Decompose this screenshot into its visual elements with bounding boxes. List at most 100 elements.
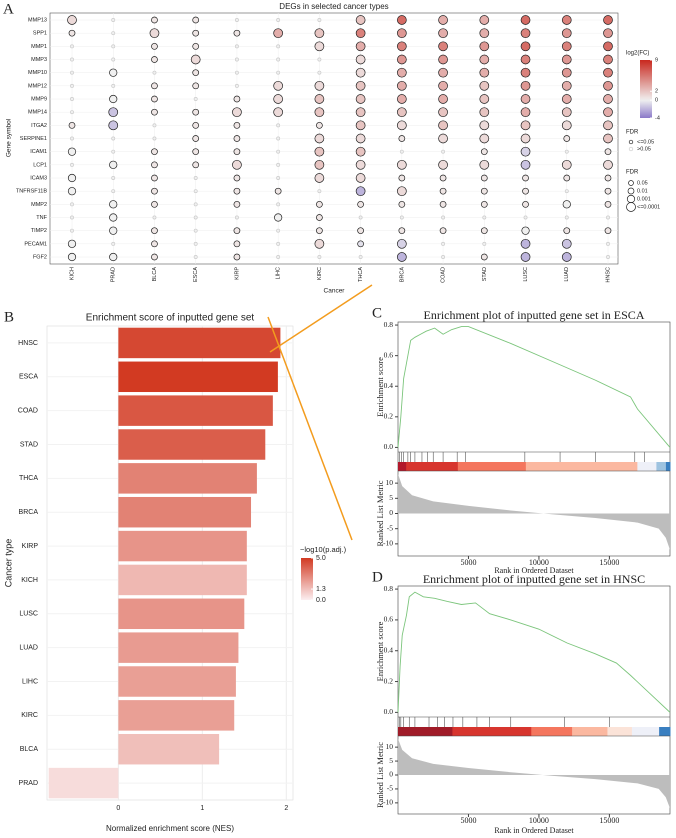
bubble: [151, 187, 158, 195]
y-tick-label: -5: [387, 784, 393, 793]
bubble: [606, 255, 610, 259]
bubble: [273, 28, 284, 39]
bubble: [561, 238, 572, 249]
bubble: [603, 159, 613, 170]
bubble: [233, 187, 241, 195]
bubble: [561, 80, 572, 91]
legend-title: log2(FC): [626, 51, 649, 57]
bar: [118, 564, 247, 596]
bubble: [479, 80, 490, 91]
bubble: [479, 120, 490, 131]
bubble: [192, 148, 200, 156]
y-tick-label: STAD: [20, 441, 38, 448]
bubble: [276, 70, 281, 75]
y-tick-label: 0.4: [384, 381, 394, 390]
color-strip: [452, 727, 532, 736]
y-tick-label: KIRP: [22, 543, 39, 550]
bubble: [523, 215, 528, 220]
bubble: [193, 241, 198, 246]
y-tick-label: 0.0: [384, 707, 394, 716]
bubble: [441, 215, 446, 220]
bubble: [561, 54, 572, 65]
bubble: [480, 200, 488, 208]
legend-label: 1.3: [316, 586, 326, 593]
bubble: [314, 41, 325, 52]
bubble: [192, 69, 200, 77]
bubble: [151, 240, 158, 248]
bubble: [479, 107, 490, 118]
bubble: [109, 68, 118, 77]
legend-label: 0.05: [637, 180, 648, 186]
y-tick-label: 0: [389, 770, 393, 779]
bubble: [273, 107, 284, 118]
bubble: [314, 80, 325, 91]
color-strip: [572, 727, 608, 736]
bubble: [316, 200, 323, 208]
bubble: [603, 41, 613, 52]
y-tick-label: 10: [386, 478, 394, 487]
bubble: [438, 15, 448, 25]
bubble: [314, 133, 325, 144]
bubble: [357, 200, 364, 208]
bubble: [273, 94, 284, 104]
bubble: [439, 200, 447, 208]
y-axis-title: Gene symbol: [6, 118, 13, 157]
bubble: [480, 187, 488, 195]
bubble: [234, 83, 239, 88]
legend-label: 5.0: [316, 555, 326, 562]
x-tick-label: HNSC: [605, 267, 611, 283]
x-tick-label: BRCA: [399, 267, 405, 283]
bar: [118, 700, 235, 731]
bubble: [355, 94, 366, 104]
bubble: [520, 238, 531, 249]
bubble: [192, 16, 200, 24]
x-tick-label: 10000: [529, 816, 549, 825]
chart-title: DEGs in selected cancer types: [279, 2, 388, 11]
bubble: [355, 41, 366, 52]
bubble: [479, 133, 490, 144]
es-curve: [397, 591, 671, 713]
bubble: [479, 54, 490, 65]
bubble: [67, 147, 77, 156]
bubble: [151, 82, 158, 90]
x-tick-label: LUAD: [564, 267, 570, 282]
bubble: [396, 186, 407, 197]
x-axis-title: Cancer: [324, 288, 346, 295]
y-axis-title: Enrichment score: [375, 621, 385, 681]
bar: [118, 361, 278, 393]
panel-label: A: [3, 1, 14, 17]
bar: [118, 530, 247, 562]
legend-title: FDR: [626, 130, 639, 136]
y-tick-label: FGF2: [33, 254, 47, 260]
bubble: [438, 67, 448, 78]
bubble: [151, 161, 158, 169]
legend-title: FDR: [626, 170, 639, 176]
bubble: [480, 148, 488, 156]
y-tick-label: 5: [389, 756, 393, 765]
bubble: [396, 80, 407, 91]
bubble: [68, 29, 76, 37]
bubble: [520, 120, 531, 131]
bubble: [276, 228, 281, 233]
bubble: [111, 176, 116, 180]
bubble: [233, 227, 241, 235]
bubble: [317, 18, 322, 22]
bubble: [276, 123, 281, 128]
bubble: [149, 28, 160, 39]
y-tick-label: 0: [389, 508, 393, 517]
bubble: [151, 253, 158, 261]
bubble: [561, 28, 572, 39]
x-tick-label: LUSC: [523, 267, 529, 282]
bubble: [233, 200, 241, 208]
y-tick-label: 5: [389, 493, 393, 502]
bubble: [152, 136, 157, 141]
bubble: [109, 252, 118, 262]
bubble: [561, 107, 572, 118]
metric-area: [398, 474, 670, 550]
y-tick-label: PECAM1: [24, 241, 47, 247]
bubble: [562, 200, 571, 209]
bubble: [70, 97, 74, 101]
bubble: [520, 54, 531, 65]
bubble: [563, 227, 571, 235]
